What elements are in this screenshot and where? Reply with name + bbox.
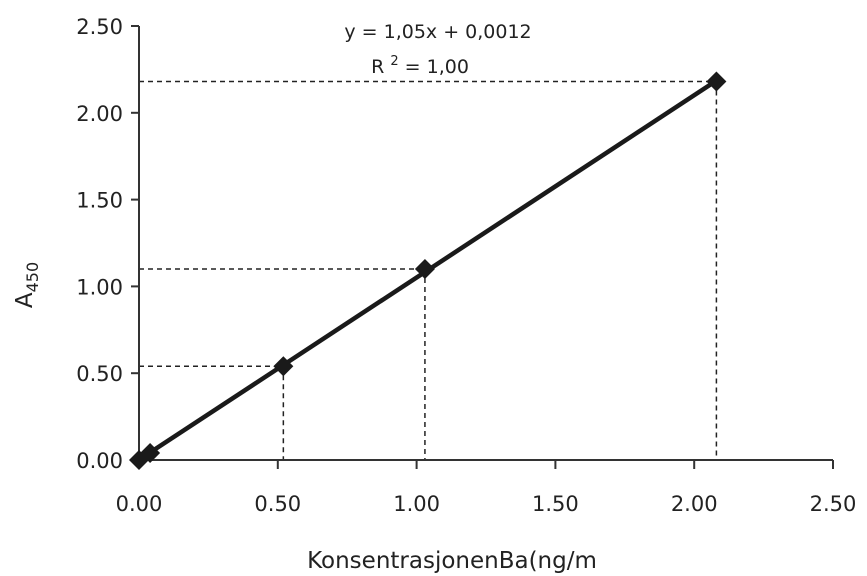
x-axis-label: KonsentrasjonenBa(ng/m (307, 548, 597, 574)
data-point-marker (140, 443, 161, 464)
x-tick-label: 0.50 (254, 492, 301, 516)
y-tick-label: 0.00 (76, 449, 123, 473)
axes (131, 25, 834, 469)
y-tick-label: 1.00 (76, 275, 123, 299)
x-tick-label: 2.50 (810, 492, 857, 516)
x-tick-label: 2.00 (671, 492, 718, 516)
x-tick-labels: 0.00 0.50 1.00 1.50 2.00 2.50 (116, 492, 857, 516)
y-tick-label: 1.50 (76, 189, 123, 213)
y-axis-label-main: A (12, 292, 38, 308)
dashed-guide-lines (139, 80, 718, 460)
y-tick-label: 2.50 (76, 15, 123, 39)
y-axis-label: A450 (12, 262, 42, 308)
x-tick-label: 0.00 (116, 492, 163, 516)
y-tick-label: 2.00 (76, 102, 123, 126)
data-point-marker (706, 71, 727, 92)
r-squared-label: R 2 = 1,00 (371, 48, 469, 78)
y-tick-labels: 0.00 0.50 1.00 1.50 2.00 2.50 (76, 15, 123, 473)
equation-label: y = 1,05x + 0,0012 (344, 21, 531, 43)
y-tick-label: 0.50 (76, 362, 123, 386)
y-axis-label-subscript: 450 (23, 262, 42, 293)
data-point-marker (414, 259, 435, 280)
data-points (129, 71, 727, 470)
r-squared-exponent: 2 (390, 54, 398, 69)
x-tick-label: 1.00 (393, 492, 440, 516)
data-point-marker (273, 356, 294, 377)
x-tick-label: 1.50 (532, 492, 579, 516)
r-squared-value: = 1,00 (405, 56, 469, 78)
r-squared-prefix: R (371, 56, 384, 78)
